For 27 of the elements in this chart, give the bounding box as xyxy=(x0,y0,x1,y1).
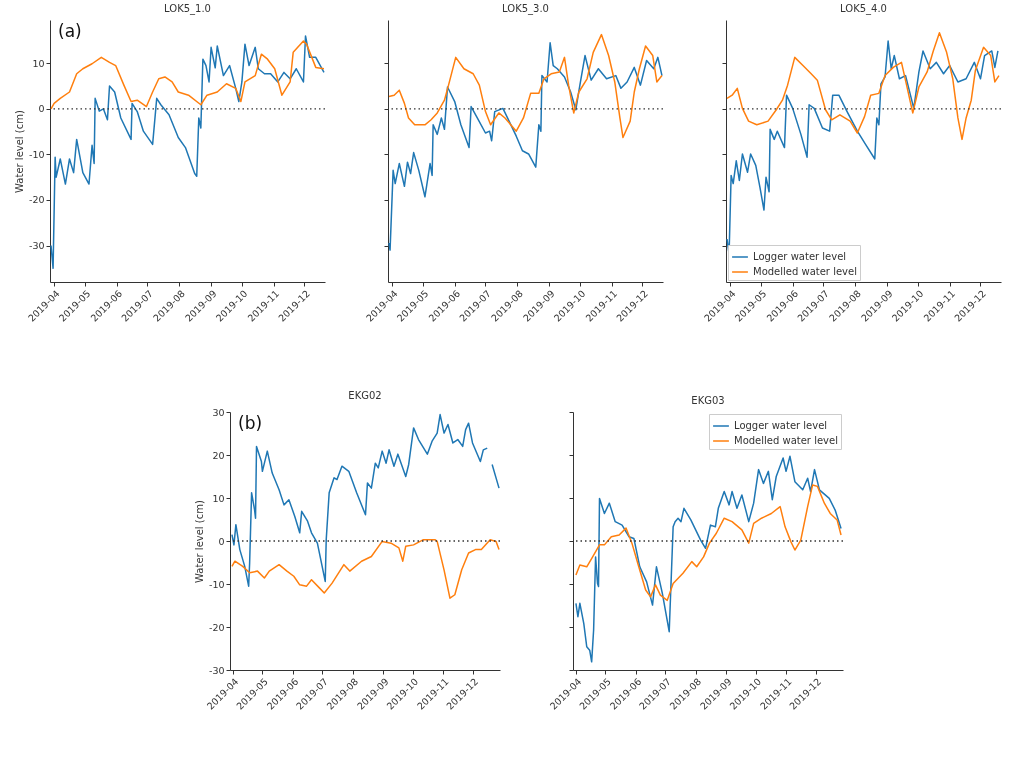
y-tick-label: 30 xyxy=(212,406,225,418)
chart-title: LOK5_3.0 xyxy=(502,3,549,15)
chart-title: EKG02 xyxy=(348,390,382,401)
y-tick-label: -10 xyxy=(28,148,45,160)
legend-label: Modelled water level xyxy=(734,435,838,446)
chart-title: LOK5_4.0 xyxy=(840,3,887,15)
y-tick-label: -20 xyxy=(28,194,45,206)
y-tick-label: -10 xyxy=(208,578,225,590)
y-tick-label: 20 xyxy=(212,449,225,461)
chart-title: EKG03 xyxy=(691,394,725,406)
y-tick-label: 0 xyxy=(218,535,225,547)
annotation: (a) xyxy=(58,21,82,41)
y-axis-title: Water level (cm) xyxy=(13,110,25,193)
legend-label: Logger water level xyxy=(734,420,828,431)
line-series xyxy=(231,538,500,599)
y-tick-label: -20 xyxy=(208,621,225,633)
y-axis-title: Water level (cm) xyxy=(193,500,205,583)
y-tick-label: 0 xyxy=(38,103,45,115)
y-tick-label: -30 xyxy=(208,664,225,676)
chart-title: LOK5_1.0 xyxy=(164,3,211,15)
legend-label: Modelled water level xyxy=(753,266,857,277)
line-series xyxy=(50,40,325,110)
annotation: (b) xyxy=(238,413,263,433)
y-tick-label: 10 xyxy=(32,57,45,69)
y-tick-label: -30 xyxy=(28,240,45,252)
legend-label: Logger water level xyxy=(753,251,847,262)
y-tick-label: 10 xyxy=(212,492,225,504)
